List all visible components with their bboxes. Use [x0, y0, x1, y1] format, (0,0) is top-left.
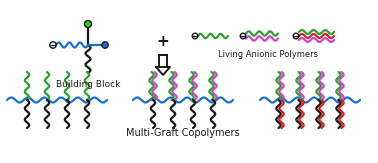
Circle shape: [192, 33, 198, 39]
Text: Living Anionic Polymers: Living Anionic Polymers: [218, 50, 318, 59]
Circle shape: [102, 42, 108, 48]
Text: Multi-Graft Copolymers: Multi-Graft Copolymers: [126, 128, 240, 138]
Circle shape: [50, 42, 56, 48]
Polygon shape: [156, 67, 170, 75]
Circle shape: [293, 33, 299, 39]
Polygon shape: [159, 55, 167, 67]
Circle shape: [240, 33, 246, 39]
Text: +: +: [156, 34, 169, 49]
Text: Building Block: Building Block: [56, 80, 120, 89]
Circle shape: [85, 21, 91, 28]
